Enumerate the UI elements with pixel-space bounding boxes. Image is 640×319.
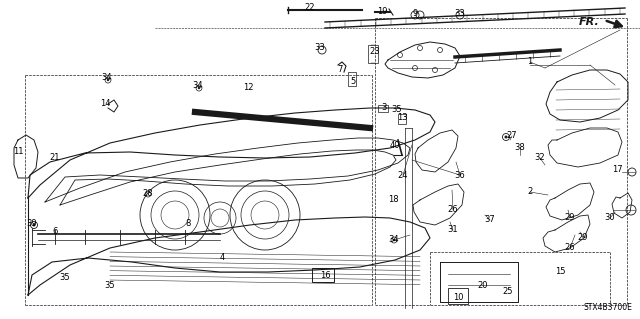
Text: 4: 4 (220, 254, 225, 263)
Text: 16: 16 (320, 271, 330, 280)
Text: 36: 36 (454, 170, 465, 180)
Text: 19: 19 (377, 8, 387, 17)
Text: 22: 22 (305, 4, 316, 12)
Text: 2: 2 (527, 188, 532, 197)
Text: 3: 3 (381, 103, 387, 113)
Bar (368, 45, 378, 63)
Circle shape (107, 79, 109, 81)
Text: 35: 35 (60, 273, 70, 283)
Text: 8: 8 (186, 219, 191, 228)
Text: 24: 24 (397, 170, 408, 180)
Text: 31: 31 (448, 226, 458, 234)
Bar (378, 105, 388, 112)
Text: 40: 40 (390, 140, 400, 150)
Bar (348, 72, 356, 86)
Text: 9: 9 (412, 10, 418, 19)
Text: 21: 21 (50, 153, 60, 162)
Text: 25: 25 (503, 286, 513, 295)
Text: 23: 23 (370, 48, 380, 56)
Bar (448, 288, 468, 304)
Text: 12: 12 (243, 84, 253, 93)
Bar (312, 268, 334, 282)
Text: 5: 5 (350, 77, 356, 85)
Circle shape (198, 87, 200, 89)
Text: 13: 13 (397, 114, 407, 122)
Text: 15: 15 (555, 268, 565, 277)
Text: 30: 30 (605, 213, 615, 222)
Text: 7: 7 (337, 65, 342, 75)
Bar (398, 114, 406, 124)
Text: STX4B3700E: STX4B3700E (583, 303, 632, 312)
Text: 32: 32 (534, 153, 545, 162)
Text: 29: 29 (564, 213, 575, 222)
Text: 34: 34 (193, 81, 204, 91)
Text: 28: 28 (143, 189, 154, 197)
Circle shape (33, 224, 35, 226)
Text: 37: 37 (484, 216, 495, 225)
Text: 33: 33 (315, 43, 325, 53)
Text: 33: 33 (454, 10, 465, 19)
Text: 26: 26 (448, 205, 458, 214)
Circle shape (504, 136, 508, 138)
Text: 26: 26 (564, 243, 575, 253)
Text: FR.: FR. (579, 17, 600, 27)
Text: 29: 29 (578, 234, 588, 242)
Text: 10: 10 (452, 293, 463, 302)
Text: 38: 38 (515, 144, 525, 152)
Text: 11: 11 (13, 147, 23, 157)
Text: 34: 34 (102, 73, 112, 83)
Text: 14: 14 (100, 99, 110, 108)
Circle shape (393, 239, 396, 241)
Text: 35: 35 (105, 281, 115, 291)
Text: 17: 17 (612, 166, 622, 174)
Text: 27: 27 (507, 131, 517, 140)
Text: 18: 18 (388, 196, 398, 204)
Text: 35: 35 (392, 106, 403, 115)
Text: 39: 39 (27, 219, 37, 228)
Text: 34: 34 (388, 235, 399, 244)
Text: 6: 6 (52, 226, 58, 235)
Text: 1: 1 (527, 57, 532, 66)
Text: 20: 20 (477, 280, 488, 290)
